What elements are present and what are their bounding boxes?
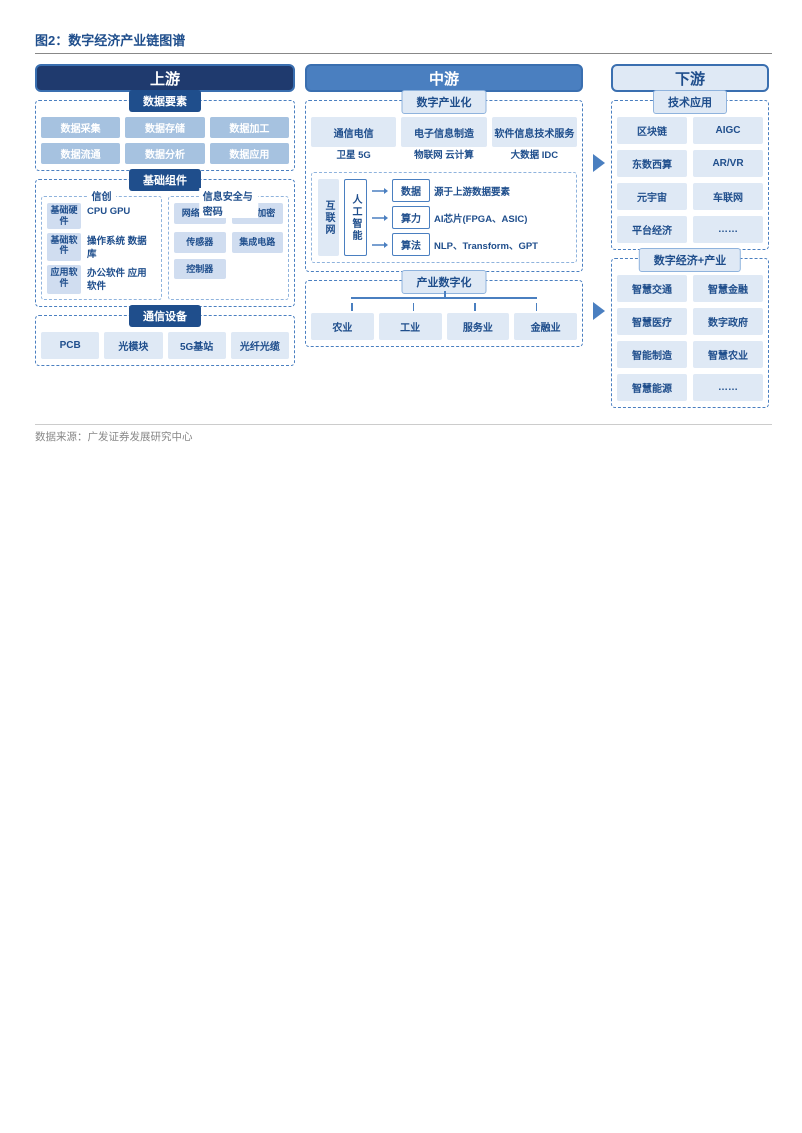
col-upstream: 上游 数据要素 数据采集 数据存储 数据加工 数据流通 数据分析 数据应用 基础… [35, 64, 295, 374]
chip-de-4: 数据分析 [125, 143, 204, 164]
ce-1: 光模块 [104, 332, 162, 359]
label-security: 信息安全与密码 [199, 188, 259, 218]
ta-3: AR/VR [693, 150, 763, 177]
ta-4: 元宇宙 [617, 183, 687, 210]
ta-7: …… [693, 216, 763, 243]
pi-4: 智能制造 [617, 341, 687, 368]
ai-2-t: NLP、Transform、GPT [434, 238, 538, 252]
id-0: 农业 [311, 313, 374, 340]
xc-r0-l: 基础硬件 [47, 203, 81, 229]
figure-title: 图2：数字经济产业链图谱 [35, 30, 772, 54]
label-xinchuang: 信创 [88, 188, 116, 203]
ce-2: 5G基站 [168, 332, 226, 359]
arrow-icon [372, 213, 388, 223]
pi-6: 智慧能源 [617, 374, 687, 401]
xc-r2-r: 办公软件 应用软件 [85, 265, 156, 294]
di-0-t: 通信电信 [311, 117, 396, 147]
chip-de-5: 数据应用 [210, 143, 289, 164]
id-3: 金融业 [514, 313, 577, 340]
chip-de-3: 数据流通 [41, 143, 120, 164]
id-1: 工业 [379, 313, 442, 340]
di-1: 电子信息制造 物联网 云计算 [401, 117, 486, 162]
ta-2: 东数西算 [617, 150, 687, 177]
di-2-s: 大数据 IDC [492, 147, 577, 162]
ce-0: PCB [41, 332, 99, 359]
ta-0: 区块链 [617, 117, 687, 144]
arrow-icon [593, 154, 605, 172]
col-midstream: 中游 数字产业化 通信电信 卫星 5G 电子信息制造 物联网 云计算 软件信息技… [305, 64, 583, 355]
box-plus-industry: 数字经济+产业 智慧交通 智慧金融 智慧医疗 数字政府 智能制造 智慧农业 智慧… [611, 258, 769, 408]
sec-4: 控制器 [174, 259, 226, 280]
col-head-midstream: 中游 [305, 64, 583, 92]
di-0: 通信电信 卫星 5G [311, 117, 396, 162]
pi-2: 智慧医疗 [617, 308, 687, 335]
internet-tab: 互联网 [318, 179, 339, 256]
label-data-elements: 数据要素 [129, 90, 201, 112]
ta-1: AIGC [693, 117, 763, 144]
box-xinchuang: 信创 基础硬件 CPU GPU 基础软件 操作系统 数据库 应用软件 办公软件 … [41, 196, 162, 300]
box-comm-equip: 通信设备 PCB 光模块 5G基站 光纤光缆 [35, 315, 295, 366]
ce-3: 光纤光缆 [231, 332, 289, 359]
label-plus-industry: 数字经济+产业 [639, 248, 741, 272]
pi-0: 智慧交通 [617, 275, 687, 302]
box-tech-app: 技术应用 区块链 AIGC 东数西算 AR/VR 元宇宙 车联网 平台经济 …… [611, 100, 769, 250]
ai-tab: 人工智能 [344, 179, 367, 256]
ai-row-1: 算力 AI芯片(FPGA、ASIC) [372, 206, 570, 229]
ai-0-t: 源于上游数据要素 [434, 184, 510, 198]
label-comm-equip: 通信设备 [129, 305, 201, 327]
diagram-root: 上游 数据要素 数据采集 数据存储 数据加工 数据流通 数据分析 数据应用 基础… [35, 64, 772, 416]
sec-2: 传感器 [174, 232, 226, 253]
col-head-downstream: 下游 [611, 64, 769, 92]
chip-de-0: 数据采集 [41, 117, 120, 138]
box-data-elements: 数据要素 数据采集 数据存储 数据加工 数据流通 数据分析 数据应用 [35, 100, 295, 171]
pi-3: 数字政府 [693, 308, 763, 335]
ai-1-c: 算力 [392, 206, 430, 229]
chip-de-1: 数据存储 [125, 117, 204, 138]
di-1-s: 物联网 云计算 [401, 147, 486, 162]
ta-5: 车联网 [693, 183, 763, 210]
arrow-icon [593, 302, 605, 320]
arrow-icon [372, 240, 388, 250]
box-industry-digital: 产业数字化 农业 工业 服务业 金融业 [305, 280, 583, 347]
label-digital-industry: 数字产业化 [402, 90, 487, 114]
chip-de-2: 数据加工 [210, 117, 289, 138]
label-base-components: 基础组件 [129, 169, 201, 191]
ai-1-t: AI芯片(FPGA、ASIC) [434, 211, 527, 225]
col-downstream: 下游 技术应用 区块链 AIGC 东数西算 AR/VR 元宇宙 车联网 平台经济… [611, 64, 769, 416]
xc-r1-l: 基础软件 [47, 233, 81, 262]
pi-7: …… [693, 374, 763, 401]
label-tech-app: 技术应用 [653, 90, 727, 114]
ai-0-c: 数据 [392, 179, 430, 202]
di-1-t: 电子信息制造 [401, 117, 486, 147]
box-digital-industry: 数字产业化 通信电信 卫星 5G 电子信息制造 物联网 云计算 软件信息技术服务… [305, 100, 583, 272]
ai-row-2: 算法 NLP、Transform、GPT [372, 233, 570, 256]
xc-r2-l: 应用软件 [47, 265, 81, 294]
id-2: 服务业 [447, 313, 510, 340]
di-2: 软件信息技术服务 大数据 IDC [492, 117, 577, 162]
box-internet-ai: 互联网 人工智能 数据 源于上游数据要素 算力 AI芯片(FPGA、ASIC) [311, 172, 577, 263]
xc-r1-r: 操作系统 数据库 [85, 233, 156, 262]
ai-2-c: 算法 [392, 233, 430, 256]
di-0-s: 卫星 5G [311, 147, 396, 162]
di-2-t: 软件信息技术服务 [492, 117, 577, 147]
box-base-components: 基础组件 信创 基础硬件 CPU GPU 基础软件 操作系统 数据库 [35, 179, 295, 307]
ta-6: 平台经济 [617, 216, 687, 243]
ai-row-0: 数据 源于上游数据要素 [372, 179, 570, 202]
data-source-footer: 数据来源：广发证券发展研究中心 [35, 424, 772, 444]
tree-connector [321, 291, 567, 303]
pi-1: 智慧金融 [693, 275, 763, 302]
tree-drops [321, 303, 567, 311]
box-security: 信息安全与密码 网络安全 商用加密 传感器 集成电路 控制器 [168, 196, 289, 300]
sec-3: 集成电路 [232, 232, 284, 253]
pi-5: 智慧农业 [693, 341, 763, 368]
col-head-upstream: 上游 [35, 64, 295, 92]
xc-r0-r: CPU GPU [85, 203, 156, 229]
arrow-icon [372, 186, 388, 196]
arrow-column [593, 154, 605, 320]
